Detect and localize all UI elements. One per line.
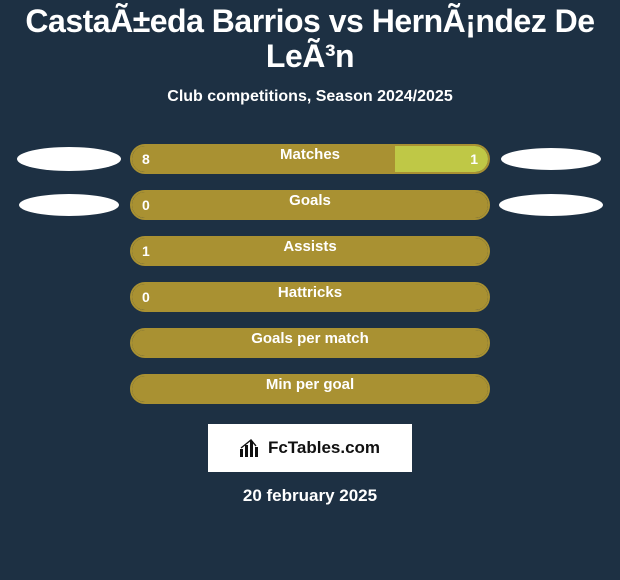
subtitle: Club competitions, Season 2024/2025 [0, 88, 620, 106]
bar-left-fill: 0 [132, 192, 488, 218]
bar-track: 8 1 Matches [130, 144, 490, 174]
metric-row: Goals per match [8, 320, 612, 366]
bar-left-value: 8 [132, 151, 150, 167]
player-avatar-right [499, 194, 603, 216]
bar-left-value: 1 [132, 243, 150, 259]
bar-track: Min per goal [130, 374, 490, 404]
avatar-left-col [8, 147, 130, 171]
bar-track: Goals per match [130, 328, 490, 358]
player-avatar-right [501, 148, 601, 170]
bar-col: 0 Hattricks [130, 282, 490, 312]
bar-col: Min per goal [130, 374, 490, 404]
bar-col: 0 Goals [130, 190, 490, 220]
metric-row: 8 1 Matches [8, 136, 612, 182]
bar-left-value: 0 [132, 289, 150, 305]
bar-track: 0 Hattricks [130, 282, 490, 312]
watermark-text: FcTables.com [268, 438, 380, 458]
metric-row: 1 Assists [8, 228, 612, 274]
bars-icon [240, 439, 262, 457]
metric-row: 0 Hattricks [8, 274, 612, 320]
infographic-container: CastaÃ±eda Barrios vs HernÃ¡ndez De LeÃ³… [0, 0, 620, 580]
avatar-left-col [8, 194, 130, 216]
bar-left-fill [132, 376, 488, 402]
bar-right-value: 1 [470, 151, 488, 167]
bar-left-fill: 0 [132, 284, 488, 310]
bar-col: 1 Assists [130, 236, 490, 266]
watermark-badge: FcTables.com [208, 424, 412, 472]
player-avatar-left [17, 147, 121, 171]
bar-left-value: 0 [132, 197, 150, 213]
bar-track: 0 Goals [130, 190, 490, 220]
bar-col: Goals per match [130, 328, 490, 358]
metric-row: 0 Goals [8, 182, 612, 228]
page-title: CastaÃ±eda Barrios vs HernÃ¡ndez De LeÃ³… [0, 4, 620, 74]
bar-left-fill [132, 330, 488, 356]
metric-row: Min per goal [8, 366, 612, 412]
bar-col: 8 1 Matches [130, 144, 490, 174]
player-avatar-left [19, 194, 119, 216]
date-label: 20 february 2025 [0, 486, 620, 506]
avatar-right-col [490, 194, 612, 216]
bar-left-fill: 8 [132, 146, 395, 172]
avatar-right-col [490, 148, 612, 170]
bar-left-fill: 1 [132, 238, 488, 264]
bar-right-fill: 1 [395, 146, 488, 172]
chart-area: 8 1 Matches 0 [0, 136, 620, 412]
bar-track: 1 Assists [130, 236, 490, 266]
